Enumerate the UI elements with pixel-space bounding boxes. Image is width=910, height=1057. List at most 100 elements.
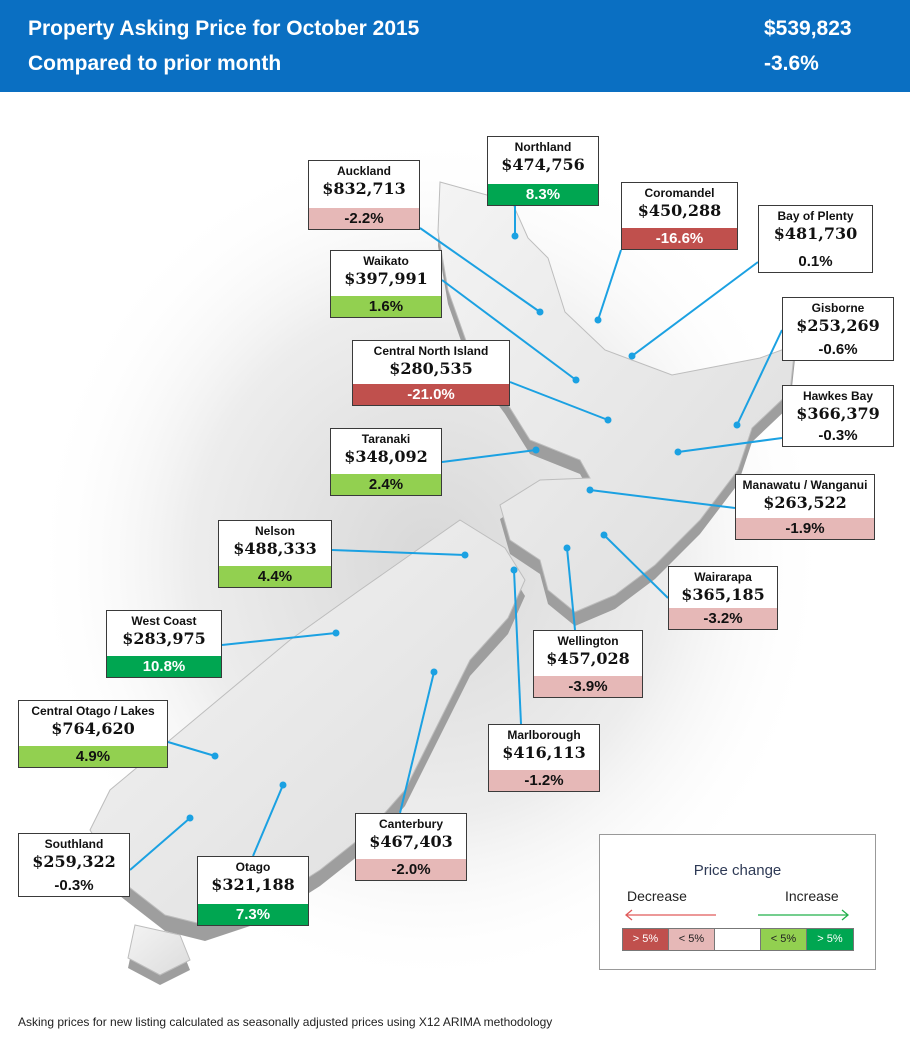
- nz-map: [30, 130, 830, 990]
- leader-nelson: [331, 549, 466, 556]
- region-name: Bay of Plenty: [777, 209, 854, 223]
- region-price: $283,975: [122, 629, 206, 648]
- region-price: $467,403: [369, 832, 453, 851]
- region-name: West Coast: [131, 614, 197, 628]
- region-change: -16.6%: [622, 228, 737, 249]
- region-name: Otago: [235, 860, 271, 874]
- region-wellington: Wellington $457,028 -3.9%: [533, 630, 643, 698]
- region-change: -0.3%: [19, 875, 129, 896]
- region-change: -3.9%: [534, 676, 642, 697]
- anchor-dot-hawkes-bay: [674, 448, 682, 456]
- leader-bay-of-plenty: [631, 261, 759, 357]
- legend-swatch-strong-increase: > 5%: [807, 929, 853, 950]
- region-price: $488,333: [233, 539, 317, 558]
- price-change-legend: Price change Decrease Increase > 5% < 5% <…: [599, 834, 876, 970]
- region-change: 0.1%: [759, 251, 872, 272]
- increase-arrow-icon: [758, 909, 850, 921]
- legend-swatch-strong-decrease: > 5%: [623, 929, 669, 950]
- region-price: $832,713: [322, 179, 406, 198]
- anchor-dot-otago: [279, 781, 287, 789]
- region-name: Taranaki: [361, 432, 411, 446]
- region-change: -0.6%: [783, 339, 893, 360]
- region-change: 7.3%: [198, 904, 308, 925]
- region-change: 4.4%: [219, 566, 331, 587]
- anchor-dot-wairarapa: [600, 531, 608, 539]
- anchor-dot-northland: [511, 232, 519, 240]
- leader-gisborne: [736, 329, 783, 426]
- anchor-dot-canterbury: [430, 668, 438, 676]
- leader-central-otago-lakes: [167, 741, 216, 757]
- region-price: $365,185: [681, 585, 765, 604]
- legend-title: Price change: [693, 862, 782, 879]
- region-price: $397,991: [344, 269, 428, 288]
- leader-waikato: [441, 279, 577, 381]
- leader-auckland: [419, 227, 541, 313]
- region-change: 1.6%: [331, 296, 441, 317]
- region-change: -3.2%: [669, 608, 777, 629]
- stewart-island: [127, 924, 191, 976]
- region-price: $416,113: [502, 743, 586, 762]
- leader-taranaki: [441, 449, 537, 463]
- anchor-dot-southland: [186, 814, 194, 822]
- region-nelson: Nelson $488,333 4.4%: [218, 520, 332, 588]
- anchor-dot-bay-of-plenty: [628, 352, 636, 360]
- region-taranaki: Taranaki $348,092 2.4%: [330, 428, 442, 496]
- region-bay-of-plenty: Bay of Plenty $481,730 0.1%: [758, 205, 873, 273]
- anchor-dot-central-otago-lakes: [211, 752, 219, 760]
- region-name: Waikato: [363, 254, 409, 268]
- anchor-dot-marlborough: [510, 566, 518, 574]
- region-northland: Northland $474,756 8.3%: [487, 136, 599, 206]
- region-change: -2.2%: [309, 208, 419, 229]
- anchor-dot-manawatu-wanganui: [586, 486, 594, 494]
- national-price: $539,823: [764, 17, 852, 40]
- region-price: $321,188: [211, 875, 295, 894]
- leader-southland: [129, 817, 191, 871]
- decrease-arrow-icon: [624, 909, 716, 921]
- national-change: -3.6%: [764, 52, 819, 75]
- region-canterbury: Canterbury $467,403 -2.0%: [355, 813, 467, 881]
- region-coromandel: Coromandel $450,288 -16.6%: [621, 182, 738, 250]
- legend-swatch-neutral: [715, 929, 761, 950]
- legend-swatches: > 5% < 5% < 5% > 5%: [622, 928, 854, 951]
- footnote: Asking prices for new listing calculated…: [18, 1015, 553, 1029]
- leader-manawatu-wanganui: [589, 489, 736, 509]
- leader-canterbury: [399, 671, 435, 814]
- region-price: $348,092: [344, 447, 428, 466]
- anchor-dot-taranaki: [532, 446, 540, 454]
- region-name: Southland: [44, 837, 104, 851]
- anchor-dot-coromandel: [594, 316, 602, 324]
- region-otago: Otago $321,188 7.3%: [197, 856, 309, 926]
- region-price: $366,379: [796, 404, 880, 423]
- region-name: Hawkes Bay: [802, 389, 874, 403]
- region-name: Coromandel: [644, 186, 715, 200]
- leader-wairarapa: [603, 534, 669, 599]
- anchor-dot-central-north-island: [604, 416, 612, 424]
- region-price: $450,288: [637, 201, 722, 220]
- legend-swatch-increase: < 5%: [761, 929, 807, 950]
- region-price: $481,730: [773, 224, 858, 243]
- region-marlborough: Marlborough $416,113 -1.2%: [488, 724, 600, 792]
- legend-increase-label: Increase: [785, 888, 839, 904]
- region-change: 4.9%: [19, 746, 167, 767]
- leader-west-coast: [221, 632, 337, 646]
- region-price: $253,269: [796, 316, 880, 335]
- header-title: Property Asking Price for October 2015: [28, 17, 420, 40]
- region-name: Manawatu / Wanganui: [742, 478, 868, 492]
- region-price: $259,322: [32, 852, 116, 871]
- anchor-dot-wellington: [563, 544, 571, 552]
- leader-wellington: [566, 547, 576, 631]
- region-price: $764,620: [51, 719, 135, 738]
- region-price: $457,028: [546, 649, 630, 668]
- leader-otago: [252, 784, 284, 857]
- region-auckland: Auckland $832,713 -2.2%: [308, 160, 420, 230]
- leader-lines: [129, 206, 783, 871]
- region-name: Gisborne: [811, 301, 865, 315]
- legend-decrease-label: Decrease: [627, 888, 687, 904]
- leader-central-north-island: [509, 381, 609, 421]
- region-name: Wellington: [557, 634, 619, 648]
- region-name: Wairarapa: [694, 570, 752, 584]
- anchor-dot-gisborne: [733, 421, 741, 429]
- region-wairarapa: Wairarapa $365,185 -3.2%: [668, 566, 778, 630]
- anchor-dot-nelson: [461, 551, 469, 559]
- leader-marlborough: [513, 569, 522, 725]
